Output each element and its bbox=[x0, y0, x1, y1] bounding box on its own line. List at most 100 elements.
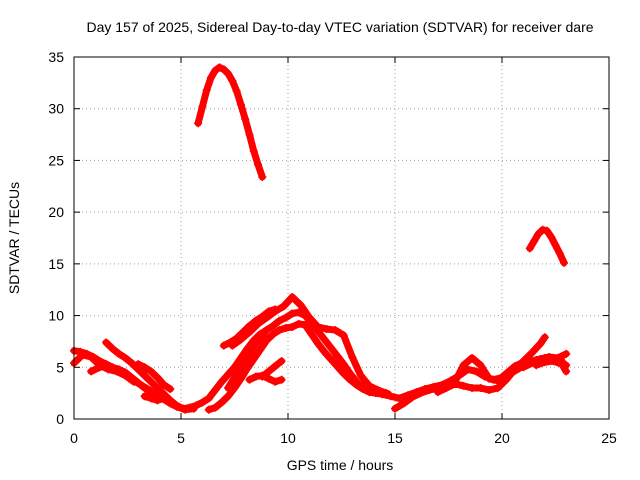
data-point bbox=[269, 330, 278, 339]
chart-title: Day 157 of 2025, Sidereal Day-to-day VTE… bbox=[86, 19, 593, 35]
data-point bbox=[547, 232, 556, 241]
data-marks bbox=[70, 63, 571, 414]
data-point bbox=[320, 335, 329, 344]
data-point bbox=[245, 130, 254, 139]
x-tick-label: 25 bbox=[601, 430, 617, 446]
data-point bbox=[153, 383, 162, 392]
y-tick-label: 0 bbox=[56, 411, 64, 427]
data-point bbox=[228, 76, 237, 85]
data-point bbox=[211, 386, 220, 395]
data-point bbox=[562, 349, 571, 358]
data-point bbox=[249, 147, 258, 156]
data-point bbox=[333, 362, 342, 371]
data-point bbox=[459, 361, 468, 370]
data-point bbox=[301, 320, 310, 329]
grid-lines bbox=[74, 57, 609, 419]
x-tick-label: 10 bbox=[280, 430, 296, 446]
data-point bbox=[249, 355, 258, 364]
data-point bbox=[378, 390, 387, 399]
data-point bbox=[140, 371, 149, 380]
data-point bbox=[211, 66, 220, 75]
data-point bbox=[277, 375, 286, 384]
data-point bbox=[279, 302, 288, 311]
data-point bbox=[510, 365, 519, 374]
data-point bbox=[271, 305, 280, 314]
x-tick-label: 15 bbox=[387, 430, 403, 446]
data-point bbox=[219, 341, 228, 350]
data-point bbox=[219, 65, 228, 74]
data-point bbox=[560, 258, 569, 267]
data-point bbox=[476, 361, 485, 370]
data-point bbox=[172, 401, 181, 410]
series-track-k bbox=[219, 305, 280, 350]
data-point bbox=[281, 323, 290, 332]
plot-frame bbox=[73, 56, 610, 420]
data-point bbox=[254, 160, 263, 169]
data-point bbox=[373, 386, 382, 395]
x-tick-label: 5 bbox=[177, 430, 185, 446]
data-point bbox=[281, 313, 290, 322]
data-point bbox=[147, 367, 156, 376]
data-point bbox=[217, 377, 226, 386]
data-point bbox=[562, 367, 571, 376]
data-point bbox=[159, 394, 168, 403]
data-point bbox=[256, 345, 265, 354]
data-point bbox=[251, 316, 260, 325]
data-point bbox=[339, 331, 348, 340]
data-point bbox=[275, 326, 284, 335]
data-point bbox=[153, 373, 162, 382]
data-point bbox=[305, 313, 314, 322]
data-point bbox=[230, 373, 239, 382]
data-point bbox=[256, 334, 265, 343]
data-point bbox=[313, 322, 322, 331]
data-point bbox=[127, 359, 136, 368]
data-point bbox=[331, 326, 340, 335]
data-point bbox=[485, 374, 494, 383]
series-band bbox=[258, 357, 286, 381]
data-point bbox=[476, 383, 485, 392]
data-point bbox=[95, 363, 104, 372]
data-point bbox=[202, 86, 211, 95]
data-point bbox=[206, 73, 215, 82]
data-point bbox=[269, 321, 278, 330]
data-point bbox=[408, 393, 417, 402]
data-point bbox=[232, 334, 241, 343]
data-point bbox=[258, 312, 267, 321]
data-point bbox=[78, 350, 87, 359]
data-point bbox=[277, 357, 286, 366]
data-point bbox=[534, 229, 543, 238]
data-point bbox=[352, 377, 361, 386]
data-point bbox=[288, 309, 297, 318]
data-point bbox=[322, 325, 331, 334]
data-point bbox=[140, 392, 149, 401]
x-tick-label: 0 bbox=[70, 430, 78, 446]
data-point bbox=[236, 100, 245, 109]
y-axis-ticks: 0 5 10 15 20 25 30 35 bbox=[48, 49, 609, 427]
data-point bbox=[138, 381, 147, 390]
data-point bbox=[108, 344, 117, 353]
data-point bbox=[147, 394, 156, 403]
data-point bbox=[530, 237, 539, 246]
data-point bbox=[391, 404, 399, 413]
data-point bbox=[275, 316, 284, 325]
series-track-g bbox=[194, 63, 267, 181]
data-point bbox=[204, 394, 213, 403]
y-tick-label: 10 bbox=[48, 308, 64, 324]
data-point bbox=[166, 396, 175, 405]
data-point bbox=[243, 352, 252, 361]
data-point bbox=[485, 386, 494, 395]
data-point bbox=[87, 367, 96, 376]
data-point bbox=[493, 383, 502, 392]
data-point bbox=[348, 352, 357, 361]
data-point bbox=[232, 87, 241, 96]
data-point bbox=[395, 394, 404, 403]
data-point bbox=[224, 370, 233, 379]
data-point bbox=[258, 372, 267, 381]
series-track-m bbox=[258, 357, 286, 381]
data-point bbox=[271, 362, 280, 371]
data-point bbox=[468, 353, 477, 362]
data-point bbox=[365, 381, 374, 390]
data-point bbox=[472, 367, 481, 376]
data-point bbox=[540, 333, 549, 342]
